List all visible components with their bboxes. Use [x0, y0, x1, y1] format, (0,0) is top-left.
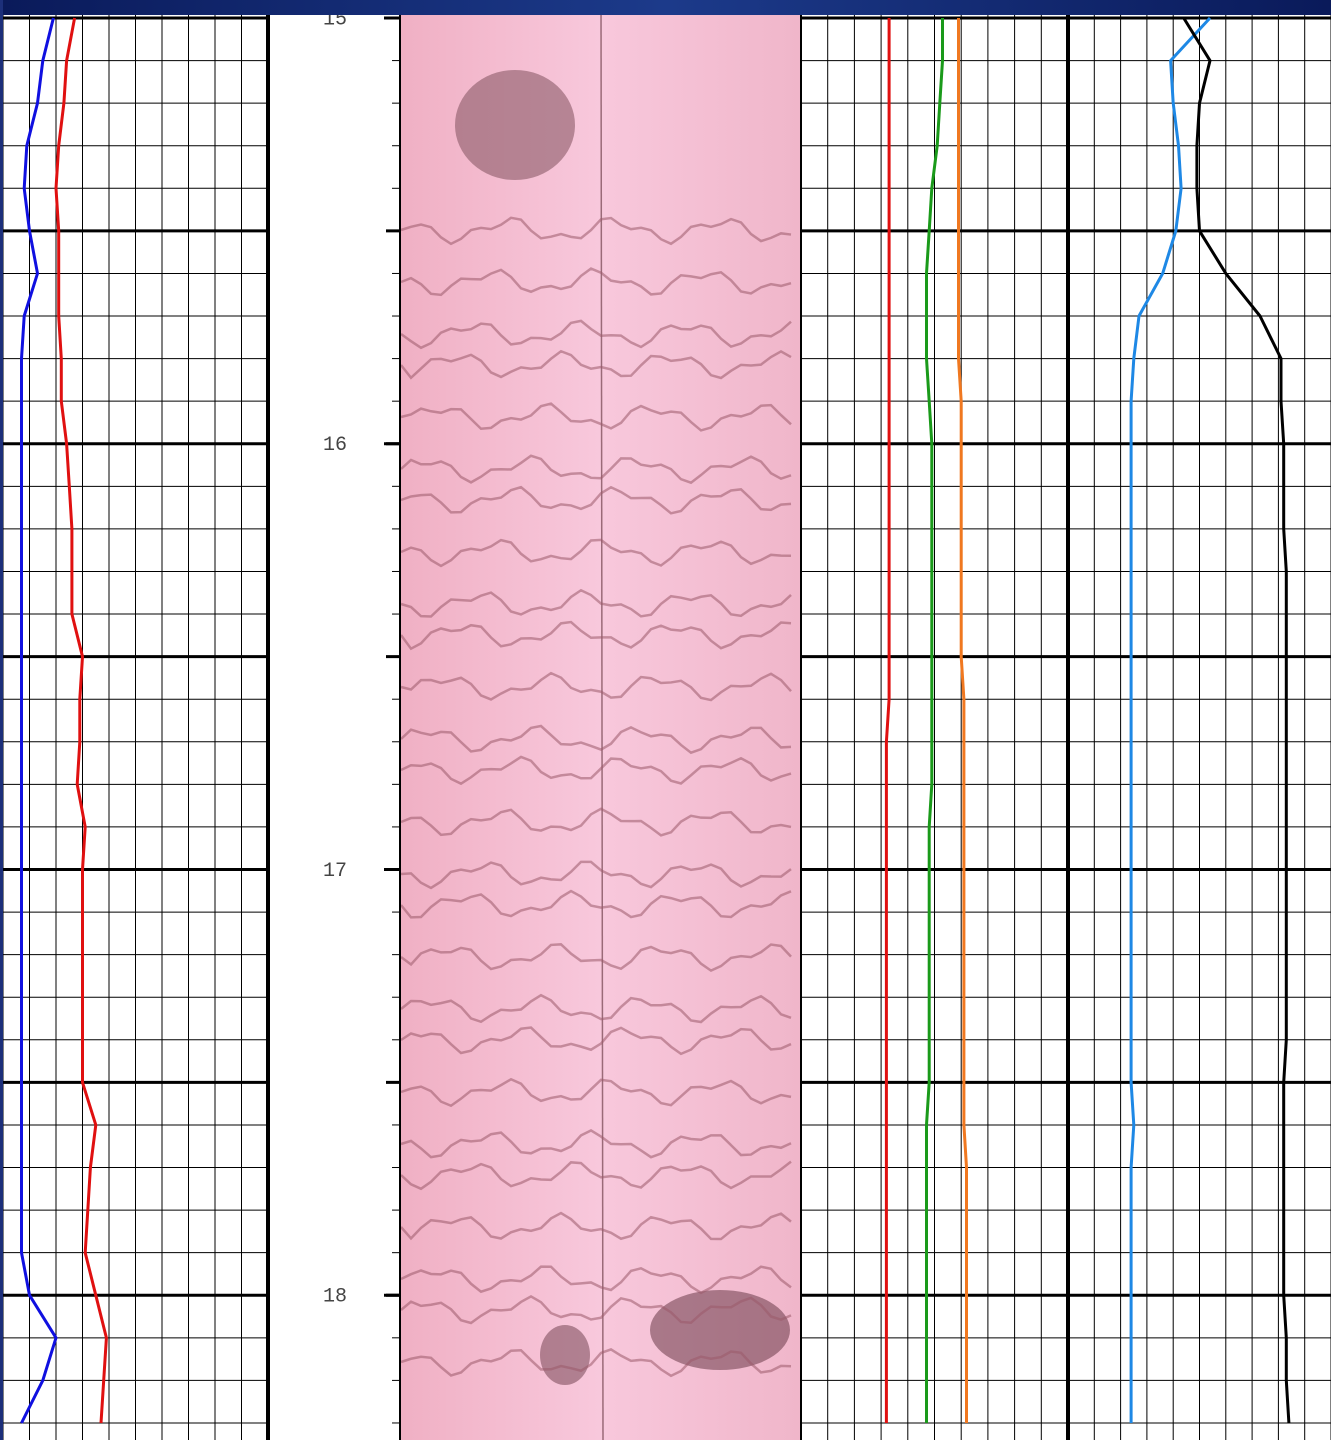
core-stain — [455, 70, 575, 180]
page: 15161718 (() => { const data = JSON.pars… — [0, 0, 1331, 1440]
core-image — [401, 0, 800, 1440]
header-band — [0, 0, 1331, 15]
core-photo — [401, 0, 800, 1440]
depth-tick-label: 18 — [323, 1286, 347, 1309]
left-edge — [0, 0, 3, 1440]
well-log: 15161718 — [0, 0, 1331, 1440]
depth-tick-label: 16 — [323, 434, 347, 457]
core-stain — [540, 1325, 590, 1385]
depth-tick-label: 17 — [323, 860, 347, 883]
